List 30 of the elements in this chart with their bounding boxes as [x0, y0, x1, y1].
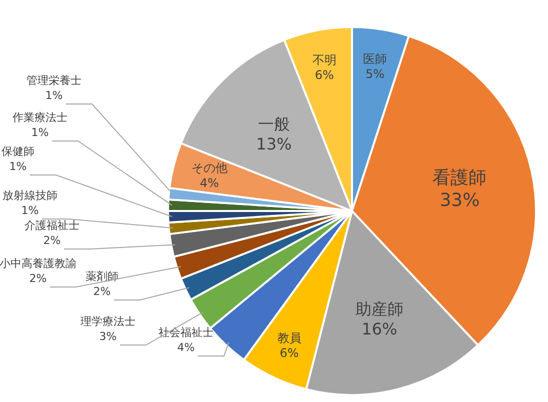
data-label: 2%: [93, 285, 111, 298]
slice-label: 看護師: [432, 167, 487, 188]
slice-label: 理学療法士: [80, 315, 136, 328]
data-label: 1%: [21, 204, 39, 217]
slice-label: 保健師: [2, 145, 34, 158]
slice-label: 管理栄養士: [26, 74, 82, 87]
slice-label: 一般: [258, 114, 290, 134]
slice-label: 教員: [277, 330, 302, 345]
data-label: 1%: [45, 89, 63, 102]
data-label: 6%: [314, 68, 334, 82]
slice-label: その他: [191, 160, 228, 175]
data-label: 1%: [31, 126, 49, 139]
data-label: 2%: [43, 234, 61, 247]
data-label: 6%: [280, 346, 299, 360]
data-label: 16%: [362, 320, 398, 339]
data-label: 4%: [200, 176, 219, 190]
slice-label: 作業療法士: [12, 111, 68, 124]
data-label: 2%: [29, 272, 47, 285]
data-label: 33%: [440, 190, 480, 211]
slice-label: 介護福祉士: [24, 219, 80, 232]
data-label: 13%: [256, 134, 292, 154]
data-label: 5%: [366, 67, 385, 82]
slice-label: 不明: [312, 53, 336, 68]
data-label: 4%: [177, 341, 195, 354]
data-label: 3%: [99, 330, 117, 343]
slice-label: 社会福祉士: [158, 326, 214, 339]
slice-label: 放射線技師: [2, 189, 58, 202]
slice-label: 医師: [363, 52, 388, 66]
data-label: 1%: [9, 160, 27, 173]
slice-label: 助産師: [355, 300, 404, 319]
